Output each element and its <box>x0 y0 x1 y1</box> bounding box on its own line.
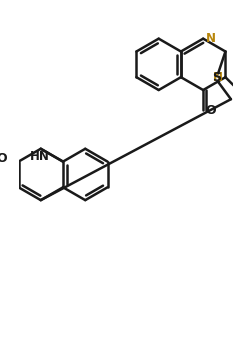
Text: O: O <box>205 104 216 117</box>
Text: S: S <box>212 71 221 84</box>
Text: N: N <box>206 32 216 45</box>
Text: HN: HN <box>30 150 50 163</box>
Text: N: N <box>213 71 223 84</box>
Text: O: O <box>0 152 7 165</box>
